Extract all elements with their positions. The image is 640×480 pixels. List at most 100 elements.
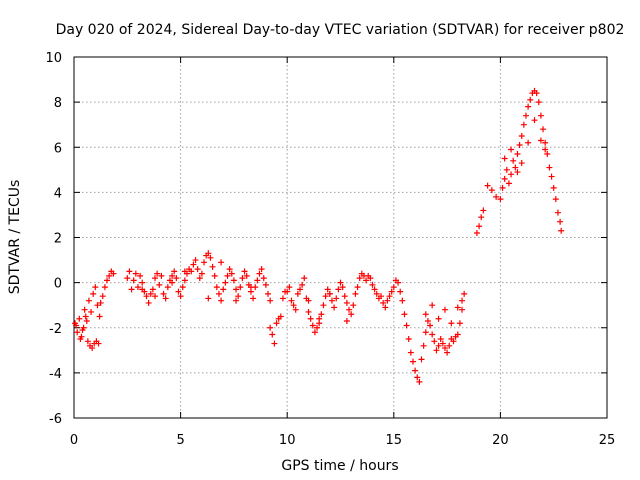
data-point [288,297,295,304]
y-tick-label: 10 [45,51,62,66]
data-point [450,338,457,345]
data-point [90,290,97,297]
x-tick-label: 15 [386,433,403,448]
data-point [341,293,348,300]
data-point [337,279,344,286]
data-point [194,266,201,273]
data-point [343,299,350,306]
data-point [188,268,195,275]
data-point [537,112,544,119]
data-points [72,87,565,385]
data-point [346,306,353,313]
data-point [441,306,448,313]
data-point [514,151,521,158]
data-point [97,299,104,306]
data-point [427,322,434,329]
data-point [518,160,525,167]
data-point [331,304,338,311]
data-point [518,132,525,139]
data-point [352,290,359,297]
data-point [320,302,327,309]
data-point [226,266,233,273]
data-point [444,349,451,356]
data-point [388,288,395,295]
data-point [164,284,171,291]
x-tick-labels: 0 5 10 15 20 25 [70,433,615,448]
y-tick-labels: -6 -4 -2 0 2 4 6 8 10 [45,51,62,427]
data-point [422,311,429,318]
data-point [354,284,361,291]
data-point [250,295,257,302]
data-point [484,182,491,189]
data-point [110,270,117,277]
data-point [279,295,286,302]
grid-lines [74,57,607,418]
data-point [384,297,391,304]
data-point [356,275,363,282]
data-point [132,270,139,277]
data-point [254,277,261,284]
data-point [448,320,455,327]
data-point [441,345,448,352]
data-point [224,272,231,279]
data-point [403,322,410,329]
y-tick-label: -6 [49,412,62,427]
axis-ticks [73,56,608,419]
data-point [218,297,225,304]
x-tick-label: 5 [176,433,184,448]
data-point [175,288,182,295]
data-point [235,293,242,300]
data-point [95,340,102,347]
data-point [542,146,549,153]
data-point [503,166,510,173]
data-point [124,275,131,282]
data-point [371,286,378,293]
data-point [181,268,188,275]
data-point [380,299,387,306]
data-point [196,275,203,282]
data-point [350,302,357,309]
data-point [324,286,331,293]
data-point [171,268,178,275]
data-point [311,329,318,336]
y-tick-label: 2 [54,232,62,247]
data-point [145,299,152,306]
data-point [488,187,495,194]
data-point [237,284,244,291]
data-point [256,270,263,277]
data-point [247,284,254,291]
data-point [535,99,542,106]
data-point [156,281,163,288]
data-point [318,311,325,318]
data-point [409,358,416,365]
data-point [104,277,111,284]
data-point [433,347,440,354]
data-point [459,306,466,313]
data-point [94,302,101,309]
data-point [181,277,188,284]
data-point [505,180,512,187]
data-point [399,297,406,304]
data-point [397,288,404,295]
data-point [284,288,291,295]
data-point [395,279,402,286]
data-point [405,336,412,343]
data-point [179,284,186,291]
data-point [540,126,547,133]
data-point [429,331,436,338]
data-point [85,297,92,304]
data-point [367,275,374,282]
data-point [152,293,159,300]
data-point [548,173,555,180]
data-point [143,293,150,300]
data-point [211,272,218,279]
chart-title: Day 020 of 2024, Sidereal Day-to-day VTE… [56,22,625,38]
data-point [390,284,397,291]
data-point [271,340,278,347]
data-point [258,266,265,273]
data-point [273,320,280,327]
data-point [414,374,421,381]
data-point [422,329,429,336]
data-point [158,272,165,279]
data-point [480,207,487,214]
